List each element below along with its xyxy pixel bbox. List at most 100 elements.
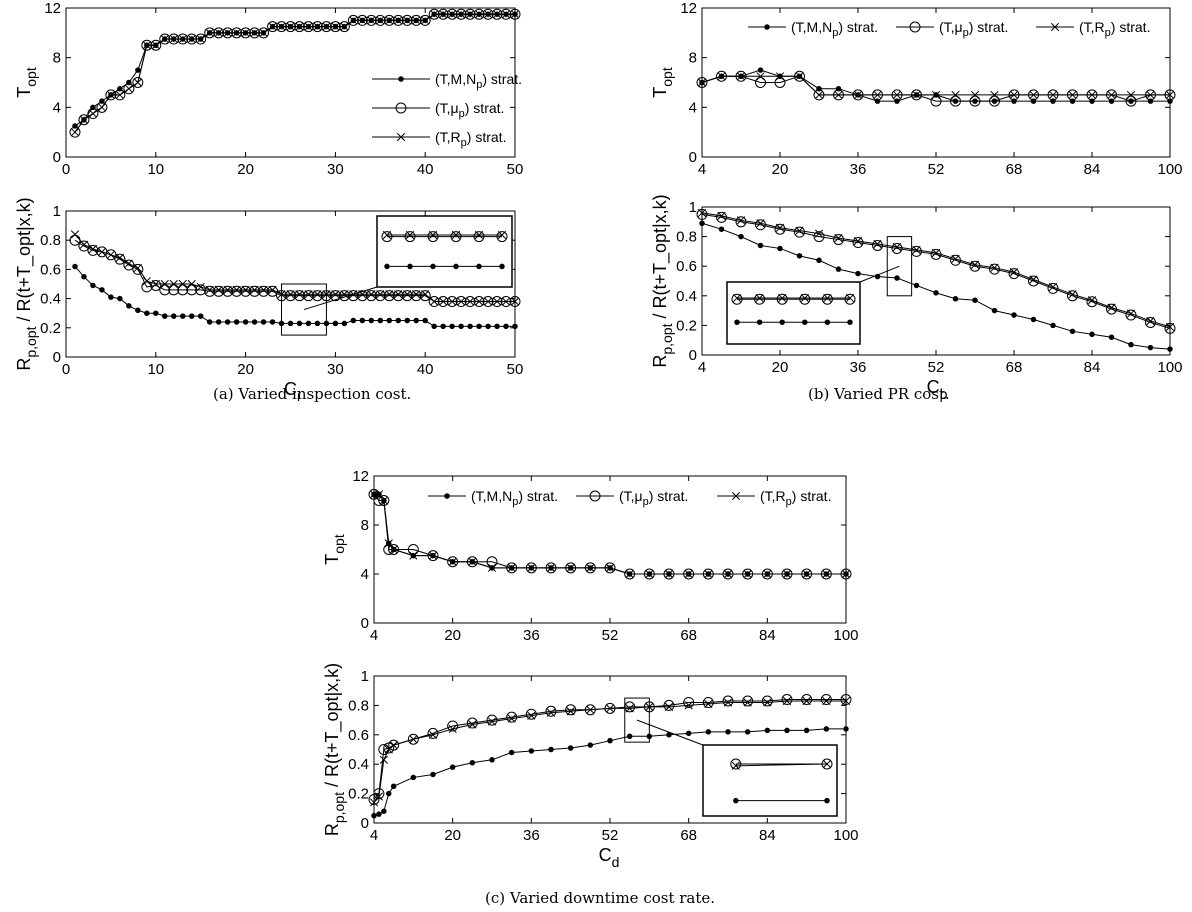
data-point bbox=[951, 90, 960, 100]
data-point bbox=[1126, 309, 1136, 318]
inset-data-point bbox=[453, 263, 459, 270]
x-tick-label: 36 bbox=[523, 627, 540, 644]
data-point bbox=[287, 320, 294, 327]
x-axis-label: Ci bbox=[284, 379, 300, 404]
y-tick-label: 12 bbox=[680, 0, 697, 17]
data-point bbox=[439, 297, 448, 306]
data-point bbox=[1048, 90, 1058, 100]
legend-marker bbox=[1050, 22, 1060, 32]
x-tick-label: 20 bbox=[444, 827, 461, 844]
data-point bbox=[813, 231, 825, 243]
data-point bbox=[449, 323, 455, 330]
data-point bbox=[168, 284, 180, 296]
data-point bbox=[133, 263, 142, 273]
data-point bbox=[379, 496, 388, 505]
data-point bbox=[369, 798, 379, 807]
y-tick-label: 1 bbox=[53, 203, 61, 220]
y-tick-label: 0 bbox=[361, 615, 369, 632]
data-point bbox=[350, 317, 357, 324]
data-point bbox=[487, 563, 497, 572]
data-point bbox=[410, 774, 417, 781]
legend-label: (T,Rp) strat. bbox=[1079, 19, 1150, 39]
data-point bbox=[457, 297, 466, 306]
data-point bbox=[873, 90, 882, 100]
data-point bbox=[835, 266, 842, 272]
data-point bbox=[483, 10, 493, 19]
data-point bbox=[206, 319, 213, 325]
data-point bbox=[704, 699, 713, 709]
data-point bbox=[777, 245, 783, 252]
series-line bbox=[373, 494, 846, 575]
data-point bbox=[528, 748, 535, 754]
data-point bbox=[79, 240, 89, 249]
inset-data-point bbox=[404, 231, 416, 243]
data-point bbox=[412, 290, 421, 299]
series-line bbox=[374, 493, 846, 575]
data-point bbox=[439, 10, 448, 19]
data-point bbox=[525, 708, 537, 720]
data-point bbox=[743, 698, 752, 707]
y-tick-label: 0.6 bbox=[348, 727, 369, 744]
data-point bbox=[912, 90, 921, 100]
x-tick-label: 100 bbox=[1157, 161, 1182, 178]
x-tick-label: 50 bbox=[507, 361, 524, 378]
data-point bbox=[259, 285, 268, 294]
data-point bbox=[853, 90, 863, 100]
data-point bbox=[950, 95, 961, 107]
series-x bbox=[369, 696, 851, 807]
data-point bbox=[723, 698, 733, 707]
y-tick-label: 0 bbox=[361, 815, 369, 832]
data-point bbox=[430, 297, 439, 306]
data-point bbox=[931, 90, 941, 100]
legend-marker bbox=[398, 76, 404, 82]
x-tick-label: 50 bbox=[507, 161, 524, 178]
data-point bbox=[105, 249, 117, 261]
data-point bbox=[586, 563, 595, 572]
data-point bbox=[390, 783, 397, 789]
inset-data-point bbox=[824, 319, 831, 325]
x-tick-label: 4 bbox=[370, 827, 378, 844]
data-point bbox=[169, 34, 178, 44]
data-point bbox=[970, 260, 980, 269]
y-tick-label: 0.8 bbox=[676, 229, 697, 246]
series-x bbox=[70, 10, 520, 137]
data-point bbox=[196, 34, 205, 44]
data-point bbox=[527, 711, 536, 720]
data-point bbox=[607, 737, 613, 744]
data-point bbox=[467, 323, 473, 330]
data-point bbox=[367, 290, 376, 299]
data-point bbox=[501, 297, 511, 306]
data-point bbox=[1146, 316, 1155, 326]
data-point bbox=[717, 211, 726, 220]
x-tick-label: 4 bbox=[698, 359, 706, 376]
zoom-region bbox=[886, 236, 913, 297]
y-axis-label: Rp,opt / R(t+T_opt|x,k) bbox=[650, 194, 675, 367]
legend-item: (T,μp) strat. bbox=[576, 488, 688, 508]
data-point bbox=[605, 563, 615, 572]
data-point bbox=[951, 254, 960, 263]
data-point bbox=[96, 101, 108, 113]
inset-data-point bbox=[405, 230, 415, 240]
data-point bbox=[422, 317, 428, 324]
data-point bbox=[912, 245, 921, 255]
data-point bbox=[293, 290, 305, 302]
x-tick-label: 20 bbox=[444, 627, 461, 644]
data-point bbox=[782, 569, 792, 579]
data-point bbox=[696, 77, 708, 88]
data-point bbox=[969, 260, 981, 272]
inset-data-point bbox=[499, 263, 505, 270]
data-point bbox=[123, 83, 135, 95]
legend: (T,M,Np) strat. (T,μp) strat. (T,Rp) strat… bbox=[748, 19, 1150, 39]
x-tick-label: 68 bbox=[680, 627, 697, 644]
data-point bbox=[133, 78, 142, 87]
data-point bbox=[510, 297, 520, 306]
data-point bbox=[376, 290, 385, 299]
data-point bbox=[349, 16, 358, 25]
data-point bbox=[242, 319, 249, 325]
data-point bbox=[403, 290, 412, 299]
legend: (T,M,Np) strat. (T,μp) strat. (T,Rp) strat… bbox=[428, 488, 831, 508]
data-point bbox=[506, 711, 518, 723]
data-point bbox=[215, 319, 222, 325]
data-point bbox=[367, 16, 376, 25]
